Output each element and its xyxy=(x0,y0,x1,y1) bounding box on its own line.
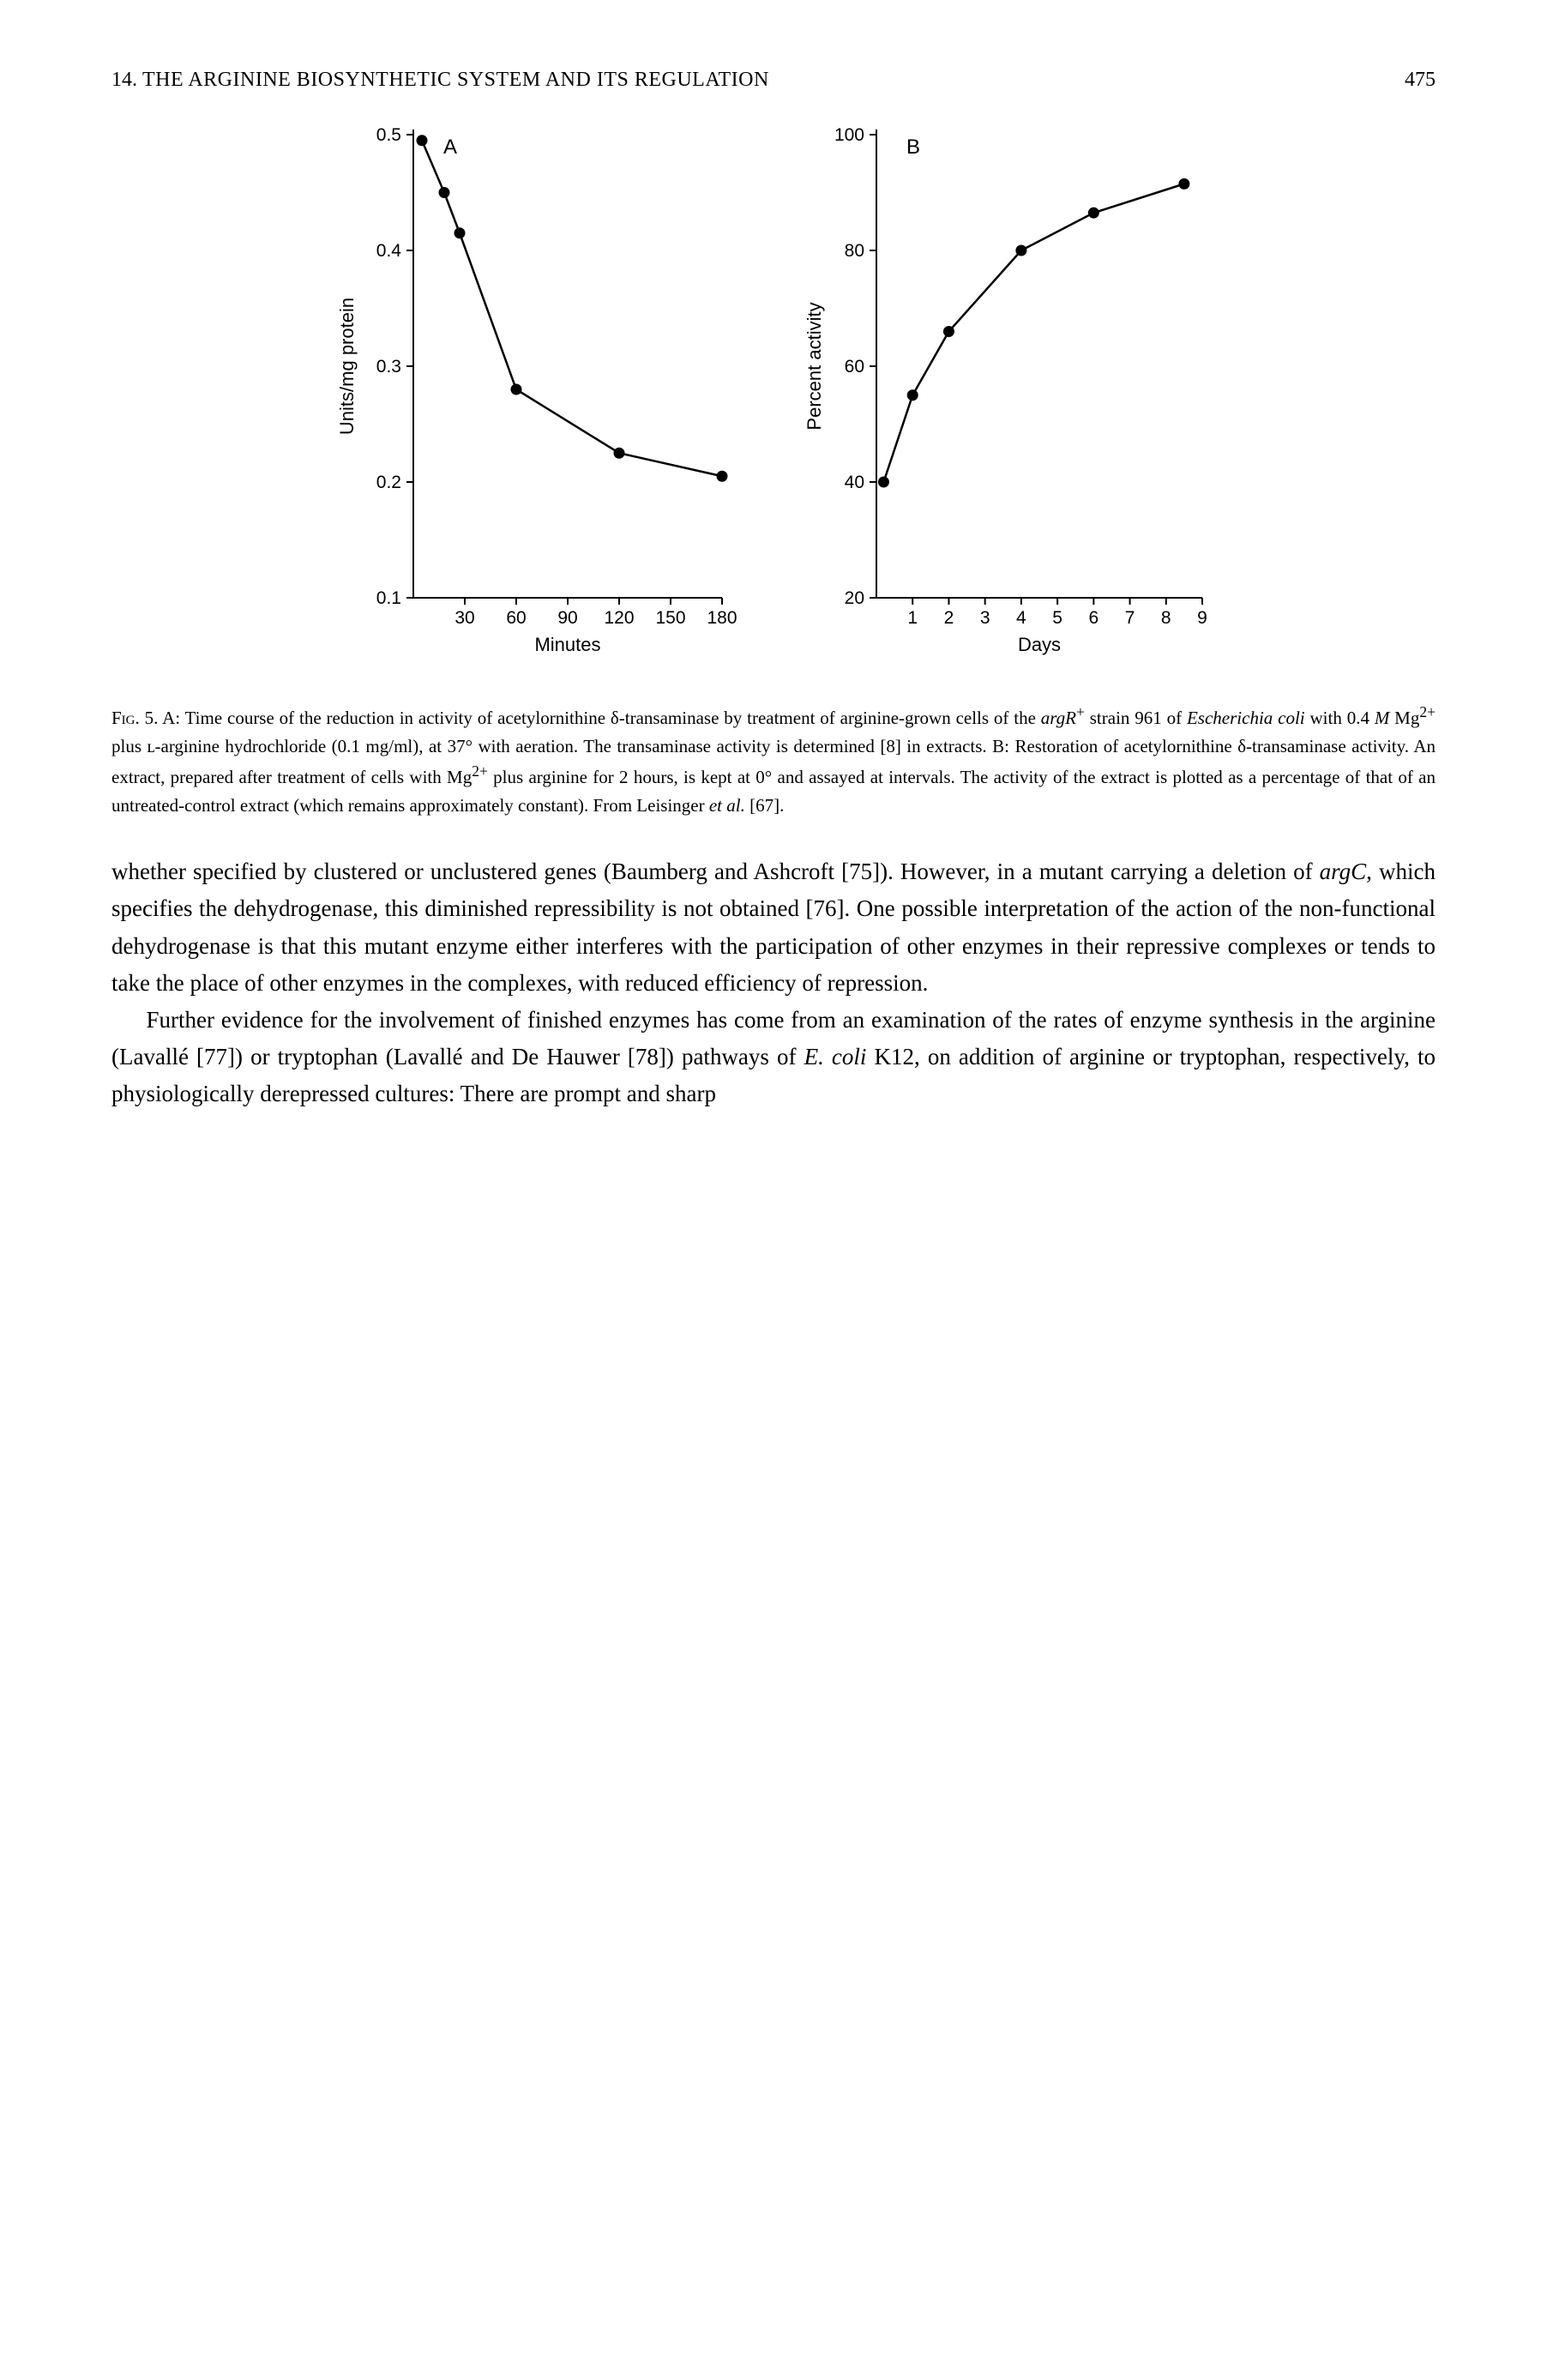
svg-text:120: 120 xyxy=(604,608,634,628)
svg-text:3: 3 xyxy=(980,608,990,628)
svg-text:4: 4 xyxy=(1016,608,1026,628)
svg-text:0.2: 0.2 xyxy=(376,473,401,492)
figure-caption: Fig. 5. A: Time course of the reduction … xyxy=(111,701,1436,819)
svg-text:0.1: 0.1 xyxy=(376,588,401,608)
svg-text:Days: Days xyxy=(1018,634,1061,655)
chart-a-container: 30 60 90 120 150 180 0.1 0.2 0.3 0.4 0.5 A Minutes Un… xyxy=(319,126,748,675)
chapter-number: 14. xyxy=(111,69,137,91)
svg-text:0.3: 0.3 xyxy=(376,357,401,377)
svg-text:Percent activity: Percent activity xyxy=(804,302,825,430)
svg-text:9: 9 xyxy=(1197,608,1207,628)
chart-b-container: 1 2 3 4 5 6 7 8 9 20 40 60 80 100 B Days Percent activit… xyxy=(782,126,1228,675)
svg-text:A: A xyxy=(443,136,457,159)
svg-text:B: B xyxy=(906,136,920,159)
svg-text:20: 20 xyxy=(845,588,864,608)
chart-b: 1 2 3 4 5 6 7 8 9 20 40 60 80 100 B Days Percent activit… xyxy=(782,126,1228,675)
svg-text:150: 150 xyxy=(655,608,685,628)
svg-text:Minutes: Minutes xyxy=(534,634,600,655)
paragraph-2: Further evidence for the involvement of … xyxy=(111,1002,1436,1113)
svg-text:Units/mg protein: Units/mg protein xyxy=(336,298,358,435)
page-number: 475 xyxy=(1405,69,1436,92)
svg-text:60: 60 xyxy=(506,608,526,628)
svg-text:90: 90 xyxy=(557,608,577,628)
svg-text:6: 6 xyxy=(1088,608,1099,628)
svg-text:0.4: 0.4 xyxy=(376,241,402,261)
svg-text:2: 2 xyxy=(944,608,954,628)
chart-a: 30 60 90 120 150 180 0.1 0.2 0.3 0.4 0.5 A Minutes Un… xyxy=(319,126,748,675)
svg-text:100: 100 xyxy=(834,126,864,145)
caption-fig-label: Fig. 5. xyxy=(111,708,158,728)
svg-text:80: 80 xyxy=(845,241,864,261)
svg-text:7: 7 xyxy=(1125,608,1135,628)
body-text: whether specified by clustered or unclus… xyxy=(111,853,1436,1112)
chapter-title: THE ARGININE BIOSYNTHETIC SYSTEM AND ITS… xyxy=(142,69,769,91)
svg-text:5: 5 xyxy=(1052,608,1062,628)
svg-text:40: 40 xyxy=(845,473,864,492)
svg-text:180: 180 xyxy=(707,608,737,628)
figure-charts-row: 3060901201501800.10.20.30.40.5AMinutesUn… xyxy=(111,126,1436,675)
svg-text:60: 60 xyxy=(845,357,864,377)
page-header: 14. THE ARGININE BIOSYNTHETIC SYSTEM AND… xyxy=(111,69,1436,92)
svg-text:8: 8 xyxy=(1161,608,1171,628)
paragraph-1: whether specified by clustered or unclus… xyxy=(111,853,1436,1002)
svg-text:30: 30 xyxy=(454,608,474,628)
svg-text:0.5: 0.5 xyxy=(376,126,401,145)
svg-text:1: 1 xyxy=(907,608,918,628)
